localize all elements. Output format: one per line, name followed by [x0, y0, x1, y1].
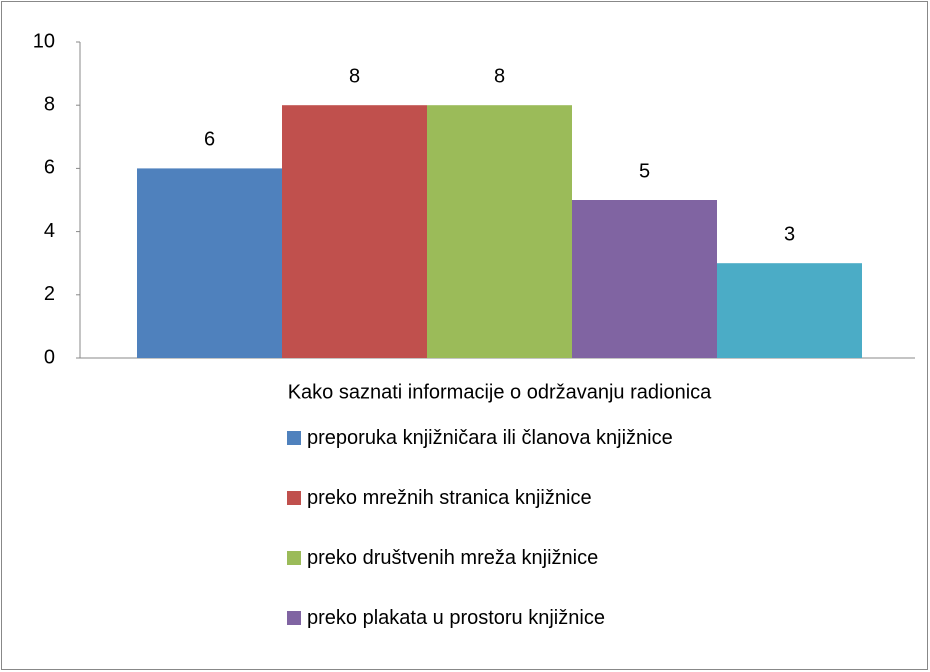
data-label: 3 [784, 223, 795, 245]
legend-swatch [287, 551, 301, 565]
y-tick-label: 10 [33, 30, 55, 52]
legend-item: preko mrežnih stranica knjižnice [287, 486, 687, 510]
y-tick-label: 8 [44, 93, 55, 115]
bar [282, 105, 427, 358]
legend-swatch [287, 431, 301, 445]
legend-item: preko društvenih mreža knjižnice [287, 546, 687, 570]
legend-item: preko plakata u prostoru knjižnice [287, 606, 687, 630]
legend-label: preporuka knjižničara ili članova knjižn… [307, 427, 673, 449]
bar [137, 168, 282, 358]
y-tick-label: 0 [44, 346, 55, 368]
data-label: 6 [204, 129, 215, 151]
data-label: 8 [349, 65, 360, 87]
bar [427, 105, 572, 358]
data-label: 5 [639, 160, 650, 182]
data-label: 8 [494, 65, 505, 87]
y-tick-label: 6 [44, 157, 55, 179]
legend-swatch [287, 611, 301, 625]
bar [717, 263, 862, 358]
y-tick-label: 2 [44, 283, 55, 305]
bar [572, 200, 717, 358]
y-tick-label: 4 [44, 220, 55, 242]
legend-label: preko plakata u prostoru knjižnice [307, 607, 605, 629]
x-tick-label: Kako saznati informacije o održavanju ra… [288, 381, 712, 403]
legend-swatch [287, 491, 301, 505]
legend-label: preko društvenih mreža knjižnice [307, 547, 599, 569]
legend-label: preko mrežnih stranica knjižnice [307, 487, 592, 509]
legend-item: preporuka knjižničara ili članova knjižn… [287, 426, 687, 450]
